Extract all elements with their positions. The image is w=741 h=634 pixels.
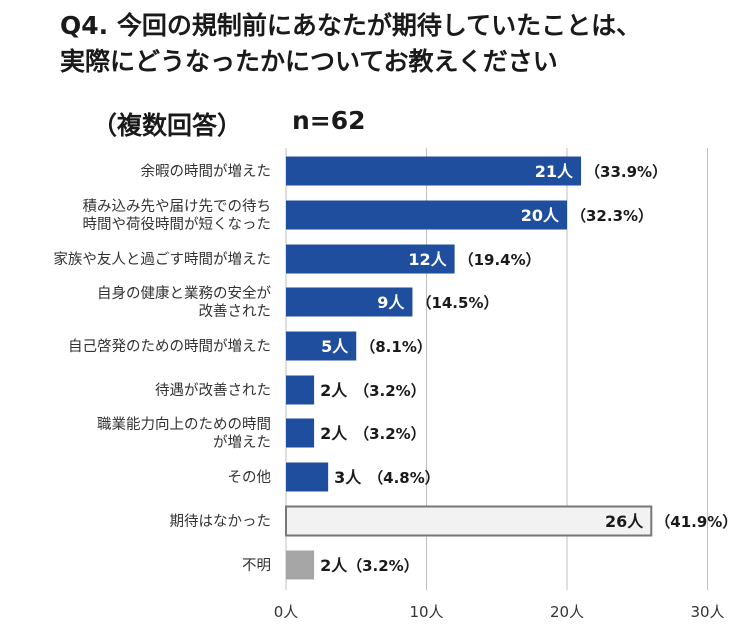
value-label: 26人 — [605, 512, 644, 531]
title-line-1: Q4. 今回の規制前にあなたが期待していたことは、 — [60, 11, 642, 40]
value-label: 9人 — [377, 293, 405, 312]
bar — [285, 505, 653, 537]
category-label: 自身の健康と業務の安全が — [97, 284, 271, 302]
percent-label: （3.2%） — [354, 425, 426, 443]
value-label: 2人 — [320, 556, 348, 575]
category-label: 時間や荷役時間が短くなった — [83, 216, 272, 233]
category-label: が増えた — [213, 434, 271, 451]
category-label: 自己啓発のための時間が増えた — [68, 338, 271, 355]
percent-label: （4.8%） — [368, 469, 440, 487]
category-label: 待遇が改善された — [155, 382, 271, 399]
category-label: 改善された — [199, 303, 272, 320]
multiple-answer-note: （複数回答） — [92, 111, 243, 140]
bar — [286, 287, 413, 317]
bar — [286, 200, 567, 230]
percent-label: （8.1%） — [360, 338, 432, 356]
category-label: 余暇の時間が増えた — [141, 162, 272, 180]
bar — [286, 550, 315, 580]
category-label: 不明 — [242, 558, 271, 574]
x-tick-label: 20人 — [550, 603, 584, 621]
category-label: 家族や友人と過ごす時間が増えた — [53, 251, 271, 268]
percent-label: （3.2%） — [347, 557, 419, 575]
percent-label: （32.3%） — [571, 207, 653, 225]
chart-title: Q4. 今回の規制前にあなたが期待していたことは、 実際にどうなったかについてお… — [60, 8, 730, 80]
category-label: 職業能力向上のための時間 — [97, 416, 271, 433]
category-label: 期待はなかった — [170, 513, 272, 530]
bar — [286, 375, 315, 405]
percent-label: （14.5%） — [416, 294, 498, 312]
value-label: 3人 — [334, 468, 362, 487]
x-tick-label: 10人 — [409, 603, 443, 621]
bar — [286, 331, 357, 361]
x-tick-label: 0人 — [274, 603, 299, 621]
sample-size: n=62 — [292, 106, 366, 135]
value-label: 2人 — [320, 424, 348, 443]
percent-label: （19.4%） — [459, 251, 541, 269]
bar — [286, 244, 455, 274]
percent-label: （33.9%） — [585, 163, 667, 181]
percent-label: （3.2%） — [354, 382, 426, 400]
value-label: 2人 — [320, 381, 348, 400]
x-tick-label: 30人 — [690, 603, 724, 621]
bar — [286, 418, 315, 448]
value-label: 5人 — [321, 337, 349, 356]
bar — [286, 462, 329, 492]
category-label: 積み込み先や届け先での待ち — [83, 198, 272, 215]
value-label: 21人 — [535, 162, 574, 181]
title-line-2: 実際にどうなったかについてお教えください — [60, 47, 558, 76]
bar — [286, 156, 582, 186]
percent-label: （41.9%） — [655, 513, 737, 531]
value-label: 20人 — [521, 206, 560, 225]
value-label: 12人 — [408, 250, 447, 269]
category-label: その他 — [228, 469, 272, 486]
